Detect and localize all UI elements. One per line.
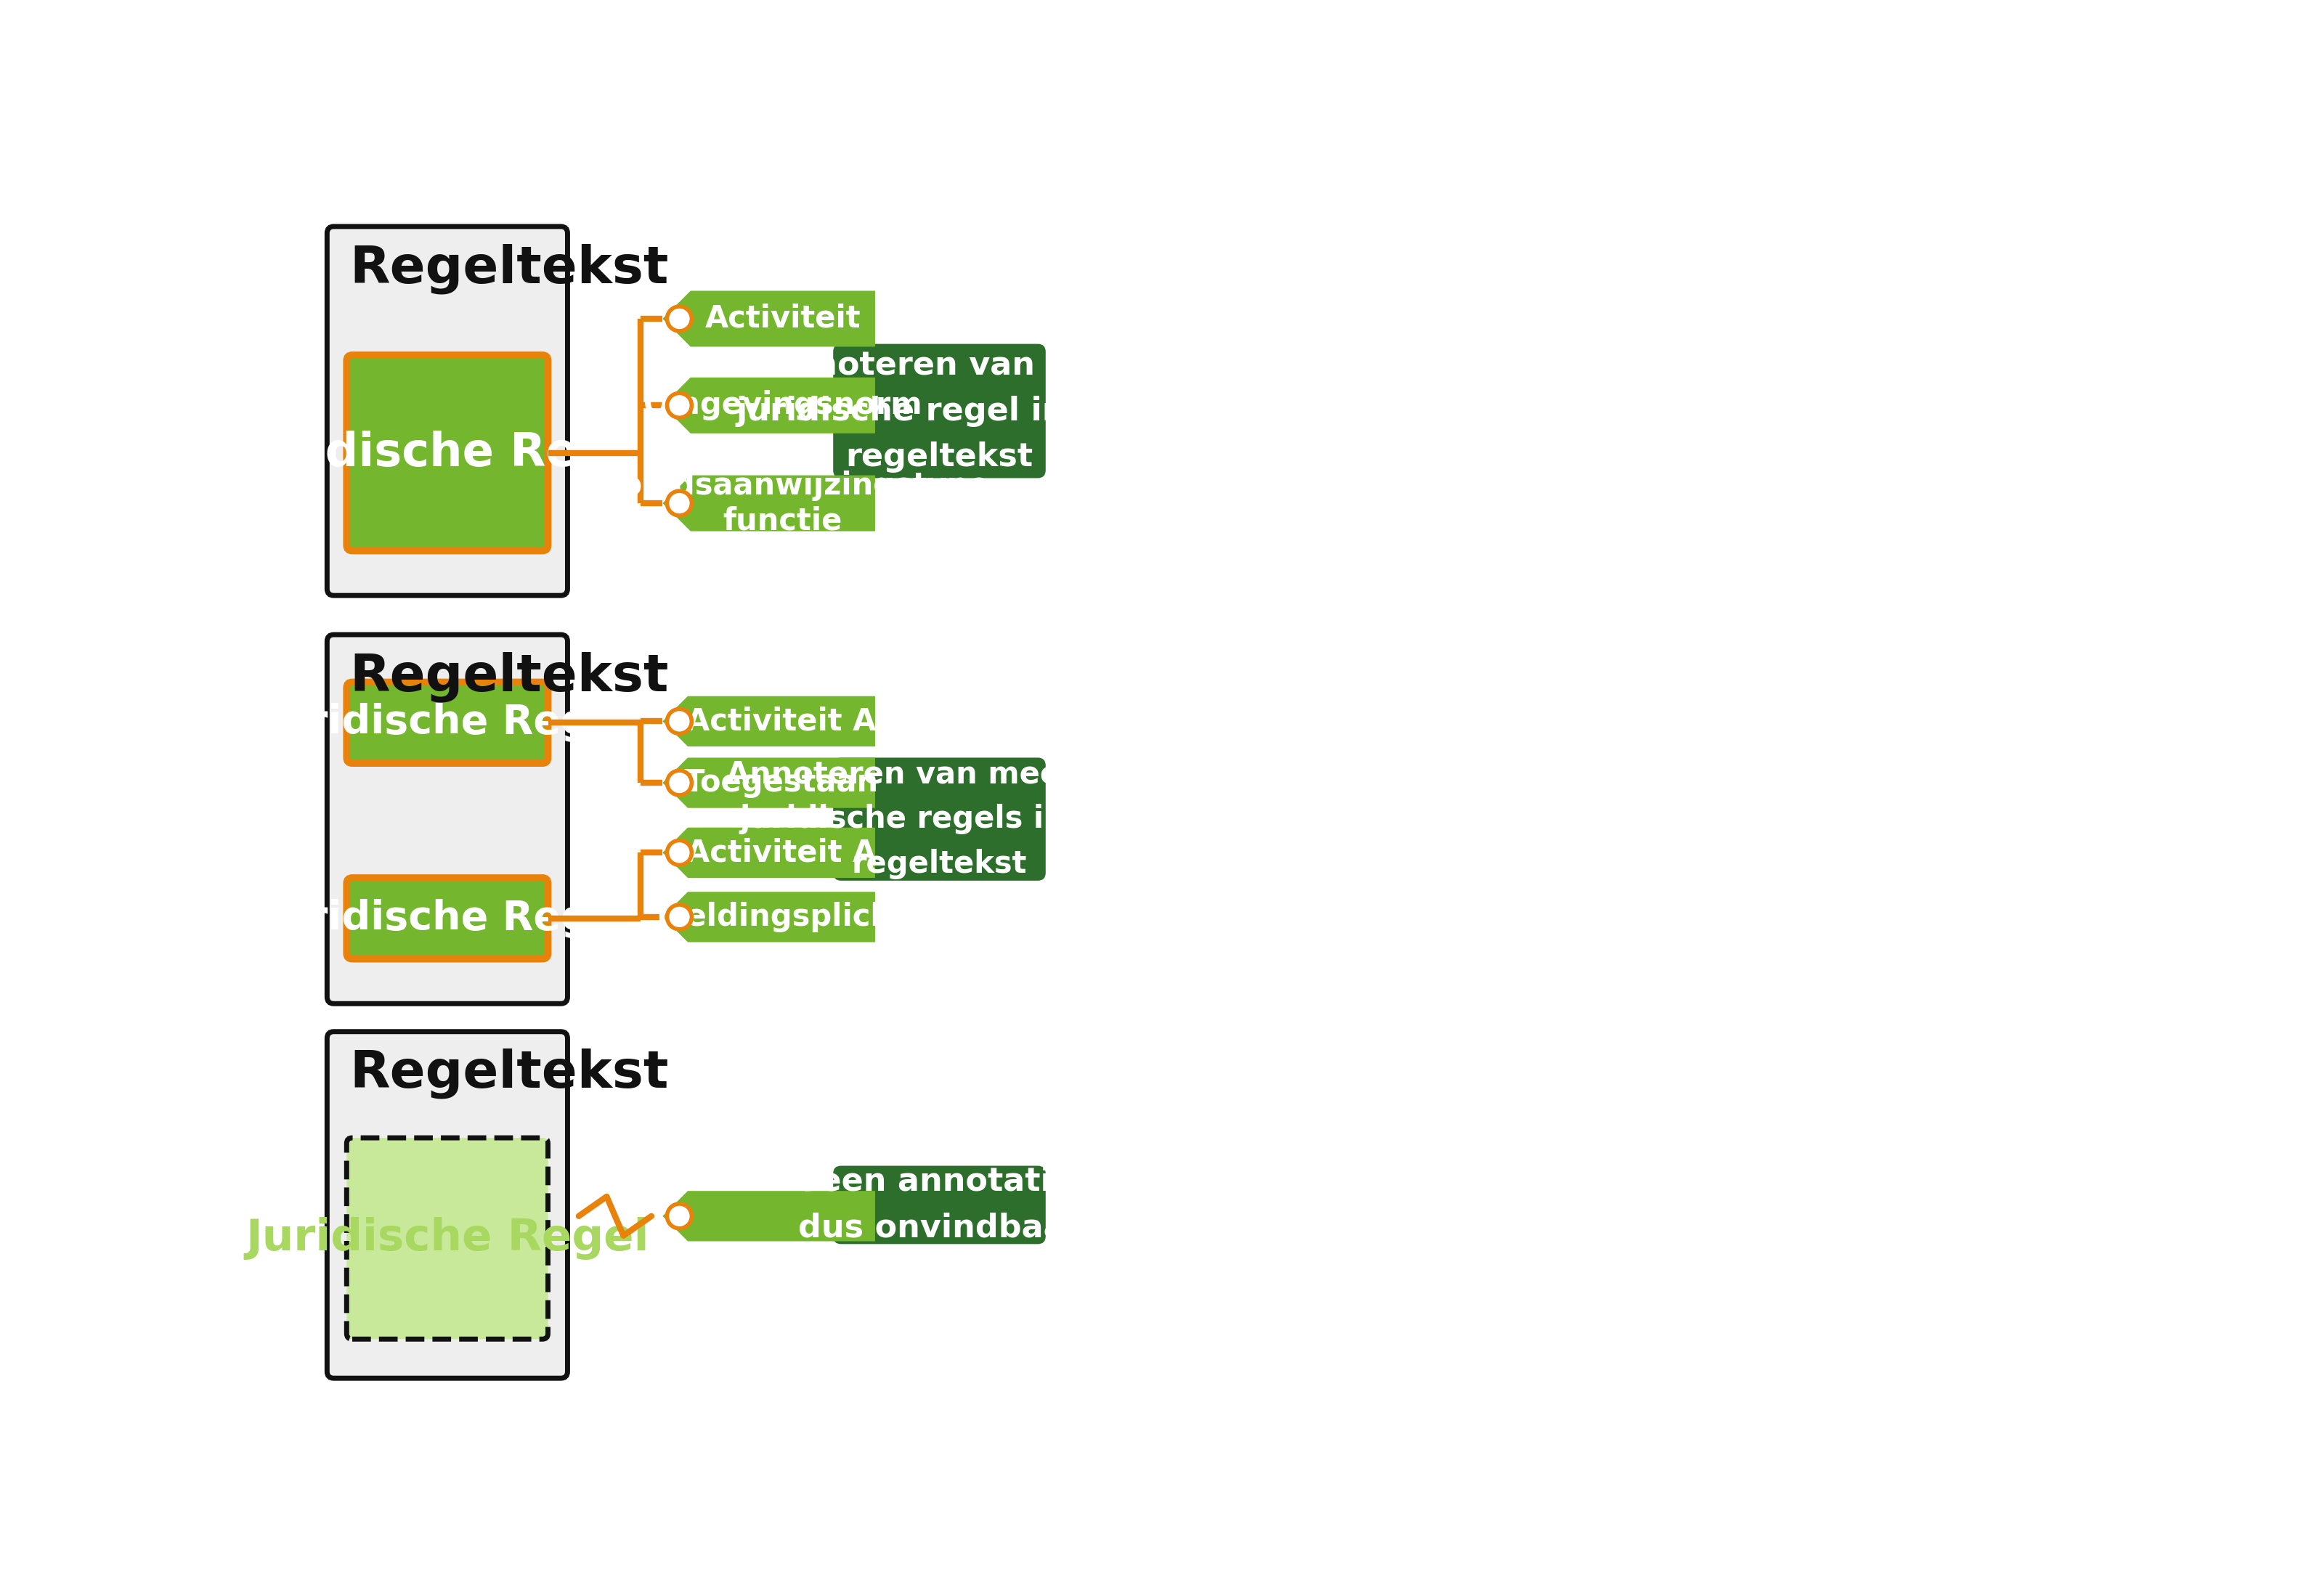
Text: Gebiedsaanwijzingstype
functie: Gebiedsaanwijzingstype functie xyxy=(576,471,990,536)
Polygon shape xyxy=(662,476,876,531)
Polygon shape xyxy=(662,1191,876,1242)
Text: Juridische Regel: Juridische Regel xyxy=(246,1217,648,1259)
Circle shape xyxy=(667,709,693,733)
Text: Geen annotatie,
dus onvindbaar: Geen annotatie, dus onvindbaar xyxy=(792,1166,1085,1243)
Circle shape xyxy=(667,393,693,417)
Circle shape xyxy=(667,491,693,515)
FancyBboxPatch shape xyxy=(346,878,548,959)
Text: Juridische Regel: Juridische Regel xyxy=(265,703,630,743)
Circle shape xyxy=(667,307,693,332)
Text: Regeltekst: Regeltekst xyxy=(349,651,669,702)
FancyBboxPatch shape xyxy=(346,356,548,551)
Text: Omgevingsnorm: Omgevingsnorm xyxy=(644,390,923,420)
FancyBboxPatch shape xyxy=(328,635,567,1003)
Circle shape xyxy=(667,841,693,864)
Polygon shape xyxy=(662,891,876,942)
FancyBboxPatch shape xyxy=(834,1166,1046,1243)
Circle shape xyxy=(667,905,693,929)
Text: Meldingsplicht: Meldingsplicht xyxy=(655,902,906,932)
Circle shape xyxy=(667,771,693,795)
Text: Toegestaan: Toegestaan xyxy=(683,768,878,798)
FancyBboxPatch shape xyxy=(346,683,548,763)
FancyBboxPatch shape xyxy=(328,226,567,596)
Polygon shape xyxy=(662,291,876,346)
Text: Regeltekst: Regeltekst xyxy=(349,1049,669,1098)
FancyBboxPatch shape xyxy=(834,344,1046,479)
Polygon shape xyxy=(662,828,876,878)
Text: Activiteit: Activiteit xyxy=(704,303,860,333)
Text: Juridische Regel: Juridische Regel xyxy=(265,899,630,939)
Text: Annoteren van meerdere
juridische regels in een
regeltekst: Annoteren van meerdere juridische regels… xyxy=(725,758,1153,878)
Text: Juridische Regel: Juridische Regel xyxy=(237,430,658,476)
Text: Regeltekst: Regeltekst xyxy=(349,243,669,294)
Text: Activiteit A: Activiteit A xyxy=(686,837,876,867)
Polygon shape xyxy=(662,758,876,807)
Text: Activiteit A: Activiteit A xyxy=(686,706,876,736)
Circle shape xyxy=(667,1204,693,1228)
FancyBboxPatch shape xyxy=(346,1138,548,1340)
Polygon shape xyxy=(662,697,876,746)
FancyBboxPatch shape xyxy=(328,1032,567,1378)
FancyBboxPatch shape xyxy=(834,758,1046,880)
Polygon shape xyxy=(662,378,876,433)
Text: Annoteren van één
juridische regel in een
regeltekst: Annoteren van één juridische regel in ee… xyxy=(737,349,1143,472)
